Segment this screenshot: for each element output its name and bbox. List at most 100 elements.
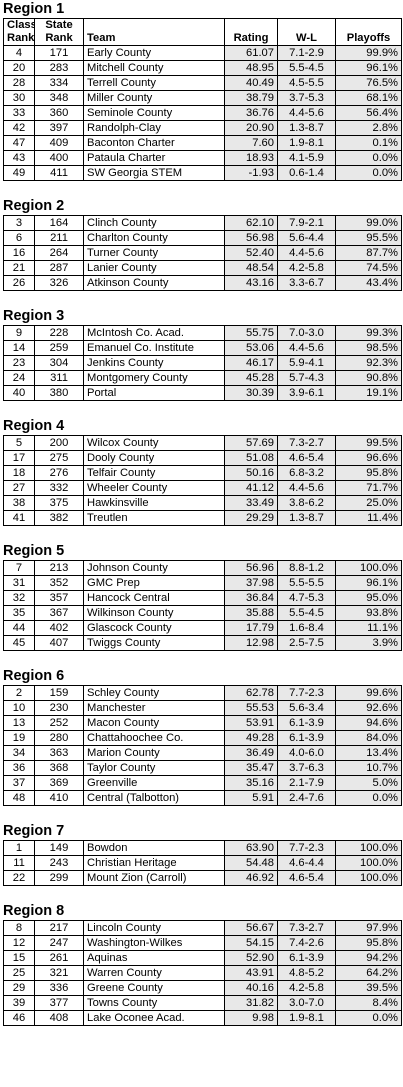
rating-cell: 56.67: [224, 920, 278, 936]
state-rank-cell: 159: [34, 685, 84, 701]
class-rank-cell: 44: [3, 620, 35, 636]
class-rank-cell: 33: [3, 105, 35, 121]
state-rank-cell: 213: [34, 560, 84, 576]
state-rank-cell: 304: [34, 355, 84, 371]
table-row: 11 243 Christian Heritage 54.48 4.6-4.4 100.0…: [3, 855, 402, 871]
playoffs-cell: 76.5%: [335, 75, 402, 91]
wl-cell: 5.5-4.5: [277, 605, 336, 621]
class-rank-cell: 26: [3, 275, 35, 291]
state-rank-cell: 243: [34, 855, 84, 871]
rating-cell: 35.47: [224, 760, 278, 776]
playoffs-cell: 99.5%: [335, 435, 402, 451]
table-row: 46 408 Lake Oconee Acad. 9.98 1.9-8.1 0.0%: [3, 1010, 402, 1026]
rating-cell: 57.69: [224, 435, 278, 451]
state-rank-cell: 334: [34, 75, 84, 91]
class-rank-cell: 41: [3, 510, 35, 526]
playoffs-cell: 100.0%: [335, 870, 402, 886]
wl-cell: 4.4-5.6: [277, 340, 336, 356]
playoffs-cell: 92.3%: [335, 355, 402, 371]
table-row: 9 228 McIntosh Co. Acad. 55.75 7.0-3.0 99.3%: [3, 325, 402, 341]
team-cell: Washington-Wilkes: [83, 935, 225, 951]
state-rank-cell: 400: [34, 150, 84, 166]
region-spacer: [0, 291, 403, 307]
playoffs-cell: 0.0%: [335, 790, 402, 806]
state-rank-cell: 377: [34, 995, 84, 1011]
state-rank-cell: 280: [34, 730, 84, 746]
table-row: 37 369 Greenville 35.16 2.1-7.9 5.0%: [3, 775, 402, 791]
state-rank-header: Rank: [34, 32, 84, 46]
rating-cell: 46.17: [224, 355, 278, 371]
rating-cell: 45.28: [224, 370, 278, 386]
playoffs-cell: 95.8%: [335, 935, 402, 951]
playoffs-cell: 96.1%: [335, 60, 402, 76]
playoffs-cell: 92.6%: [335, 700, 402, 716]
wl-cell: 4.2-5.8: [277, 260, 336, 276]
state-rank-cell: 261: [34, 950, 84, 966]
state-rank-cell: 264: [34, 245, 84, 261]
team-cell: Baconton Charter: [83, 135, 225, 151]
table-row: 43 400 Pataula Charter 18.93 4.1-5.9 0.0%: [3, 150, 402, 166]
class-rank-cell: 42: [3, 120, 35, 136]
state-rank-cell: 382: [34, 510, 84, 526]
team-cell: Lake Oconee Acad.: [83, 1010, 225, 1026]
table-row: 26 326 Atkinson County 43.16 3.3-6.7 43.4%: [3, 275, 402, 291]
class-rank-cell: 9: [3, 325, 35, 341]
table-row: 25 321 Warren County 43.91 4.8-5.2 64.2%: [3, 965, 402, 981]
team-cell: Lanier County: [83, 260, 225, 276]
table-row: 27 332 Wheeler County 41.12 4.4-5.6 71.7%: [3, 480, 402, 496]
table-row: 49 411 SW Georgia STEM -1.93 0.6-1.4 0.0%: [3, 165, 402, 181]
region-spacer: [0, 886, 403, 902]
region-spacer: [0, 651, 403, 667]
team-cell: Glascock County: [83, 620, 225, 636]
wl-cell: 7.4-2.6: [277, 935, 336, 951]
state-rank-cell: 363: [34, 745, 84, 761]
state-rank-cell: 287: [34, 260, 84, 276]
table-row: 28 334 Terrell County 40.49 4.5-5.5 76.5%: [3, 75, 402, 91]
playoffs-cell: 19.1%: [335, 385, 402, 401]
class-rank-cell: 4: [3, 45, 35, 61]
rating-cell: 48.54: [224, 260, 278, 276]
wl-cell: 1.9-8.1: [277, 1010, 336, 1026]
team-cell: Greenville: [83, 775, 225, 791]
playoffs-cell: 71.7%: [335, 480, 402, 496]
rating-cell: 50.16: [224, 465, 278, 481]
team-cell: Randolph-Clay: [83, 120, 225, 136]
region-title: Region 1: [3, 1, 65, 17]
team-cell: Hancock Central: [83, 590, 225, 606]
wl-cell: 4.6-5.4: [277, 450, 336, 466]
state-rank-cell: 410: [34, 790, 84, 806]
table-row: 35 367 Wilkinson County 35.88 5.5-4.5 93.8%: [3, 605, 402, 621]
table-row: 38 375 Hawkinsville 33.49 3.8-6.2 25.0%: [3, 495, 402, 511]
state-rank-cell: 299: [34, 870, 84, 886]
state-rank-cell: 247: [34, 935, 84, 951]
rating-cell: 38.79: [224, 90, 278, 106]
class-rank-header: Rank: [3, 32, 35, 46]
state-rank-cell: 230: [34, 700, 84, 716]
team-cell: SW Georgia STEM: [83, 165, 225, 181]
playoffs-cell: 97.9%: [335, 920, 402, 936]
rating-cell: 9.98: [224, 1010, 278, 1026]
playoffs-cell: 95.5%: [335, 230, 402, 246]
team-cell: Central (Talbotton): [83, 790, 225, 806]
playoffs-cell: 100.0%: [335, 840, 402, 856]
team-cell: Early County: [83, 45, 225, 61]
team-cell: Charlton County: [83, 230, 225, 246]
team-cell: Jenkins County: [83, 355, 225, 371]
header-empty: Rating: [224, 18, 278, 46]
class-rank-cell: 35: [3, 605, 35, 621]
team-cell: Christian Heritage: [83, 855, 225, 871]
class-rank-cell: 38: [3, 495, 35, 511]
team-cell: Aquinas: [83, 950, 225, 966]
wl-cell: 4.0-6.0: [277, 745, 336, 761]
wl-cell: 4.7-5.3: [277, 590, 336, 606]
rating-cell: 36.49: [224, 745, 278, 761]
rating-cell: 54.48: [224, 855, 278, 871]
state-rank-cell: 348: [34, 90, 84, 106]
rating-cell: 48.95: [224, 60, 278, 76]
class-rank-cell: 15: [3, 950, 35, 966]
region-table: Class State Team Rating W-L Playoffs Rank Rank 4…: [3, 18, 402, 181]
table-row: 13 252 Macon County 53.91 6.1-3.9 94.6%: [3, 715, 402, 731]
wl-cell: 5.6-4.4: [277, 230, 336, 246]
team-cell: Atkinson County: [83, 275, 225, 291]
class-rank-cell: 23: [3, 355, 35, 371]
